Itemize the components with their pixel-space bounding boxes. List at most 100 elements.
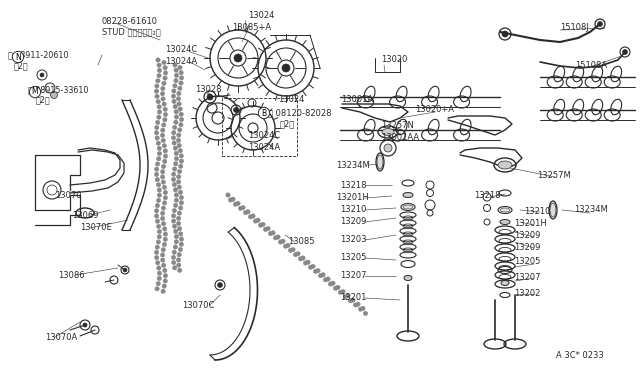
Circle shape xyxy=(351,298,355,302)
Circle shape xyxy=(157,266,161,270)
Circle shape xyxy=(174,68,179,73)
Text: 13218: 13218 xyxy=(474,190,500,199)
Text: 13024: 13024 xyxy=(248,12,275,20)
Circle shape xyxy=(163,118,167,122)
Circle shape xyxy=(161,97,165,101)
Circle shape xyxy=(173,161,178,166)
Text: 13234M: 13234M xyxy=(574,205,608,215)
Circle shape xyxy=(161,206,166,210)
Circle shape xyxy=(276,235,280,239)
Circle shape xyxy=(177,138,180,142)
Text: 13069: 13069 xyxy=(72,211,99,219)
Circle shape xyxy=(179,159,184,163)
Circle shape xyxy=(179,201,184,205)
Circle shape xyxy=(161,258,165,262)
Ellipse shape xyxy=(500,219,510,224)
Circle shape xyxy=(226,193,230,197)
Circle shape xyxy=(155,84,159,88)
Bar xyxy=(222,98,297,156)
Circle shape xyxy=(178,65,182,70)
Circle shape xyxy=(303,261,308,265)
Circle shape xyxy=(301,256,305,260)
Text: Ⓝ 08911-20610: Ⓝ 08911-20610 xyxy=(8,51,68,60)
Circle shape xyxy=(177,221,181,226)
Circle shape xyxy=(253,219,258,223)
Circle shape xyxy=(331,281,335,285)
Text: B: B xyxy=(261,109,267,118)
Circle shape xyxy=(502,31,508,37)
Circle shape xyxy=(178,107,182,111)
Circle shape xyxy=(47,185,57,195)
Text: 13210: 13210 xyxy=(524,208,550,217)
Circle shape xyxy=(156,261,160,265)
Circle shape xyxy=(174,240,179,244)
Circle shape xyxy=(179,237,184,241)
Circle shape xyxy=(271,231,275,235)
Circle shape xyxy=(177,227,182,231)
Circle shape xyxy=(161,253,164,257)
Circle shape xyxy=(163,149,168,153)
Text: 13201H: 13201H xyxy=(514,219,547,228)
Circle shape xyxy=(172,99,176,103)
Circle shape xyxy=(177,263,181,267)
Text: 13205: 13205 xyxy=(514,257,540,266)
Circle shape xyxy=(248,215,253,219)
Text: 13070E: 13070E xyxy=(80,224,112,232)
Circle shape xyxy=(161,86,165,91)
Circle shape xyxy=(157,230,162,234)
Circle shape xyxy=(179,71,183,75)
Circle shape xyxy=(231,197,236,201)
Circle shape xyxy=(163,268,167,273)
Circle shape xyxy=(163,71,168,75)
Circle shape xyxy=(172,224,177,228)
Text: 13070: 13070 xyxy=(55,190,81,199)
Circle shape xyxy=(156,219,160,224)
Text: 15108J: 15108J xyxy=(560,23,589,32)
Circle shape xyxy=(179,76,184,80)
Circle shape xyxy=(248,123,258,133)
Circle shape xyxy=(161,263,166,267)
Circle shape xyxy=(179,81,183,85)
Circle shape xyxy=(173,203,178,208)
Circle shape xyxy=(256,218,260,222)
Circle shape xyxy=(155,136,159,140)
Circle shape xyxy=(162,144,166,148)
Circle shape xyxy=(177,253,182,257)
Text: 13020: 13020 xyxy=(381,55,408,64)
Text: 13024A: 13024A xyxy=(248,142,280,151)
Circle shape xyxy=(298,257,303,261)
Circle shape xyxy=(172,89,176,93)
Text: 13210: 13210 xyxy=(340,205,366,215)
Ellipse shape xyxy=(498,161,512,169)
Circle shape xyxy=(179,232,183,236)
Ellipse shape xyxy=(382,128,394,135)
Circle shape xyxy=(172,208,177,213)
Circle shape xyxy=(154,131,159,135)
Circle shape xyxy=(353,303,358,307)
Circle shape xyxy=(268,231,273,236)
Circle shape xyxy=(172,250,177,254)
Text: 13257N: 13257N xyxy=(381,121,414,129)
Circle shape xyxy=(154,256,159,260)
Circle shape xyxy=(179,112,184,116)
Text: 13205: 13205 xyxy=(340,253,366,263)
Circle shape xyxy=(273,235,278,240)
Circle shape xyxy=(241,205,245,210)
Circle shape xyxy=(179,122,183,127)
Circle shape xyxy=(161,128,165,132)
Circle shape xyxy=(177,180,180,184)
Circle shape xyxy=(278,60,294,76)
Circle shape xyxy=(172,172,176,176)
Circle shape xyxy=(356,302,360,307)
Circle shape xyxy=(157,188,161,192)
Circle shape xyxy=(314,269,317,273)
Circle shape xyxy=(218,282,223,288)
Circle shape xyxy=(163,196,168,200)
Circle shape xyxy=(288,248,292,253)
Circle shape xyxy=(178,148,182,153)
Text: 13207: 13207 xyxy=(340,272,367,280)
Circle shape xyxy=(326,277,330,281)
Circle shape xyxy=(179,154,184,158)
Circle shape xyxy=(263,227,268,232)
Circle shape xyxy=(161,138,165,143)
